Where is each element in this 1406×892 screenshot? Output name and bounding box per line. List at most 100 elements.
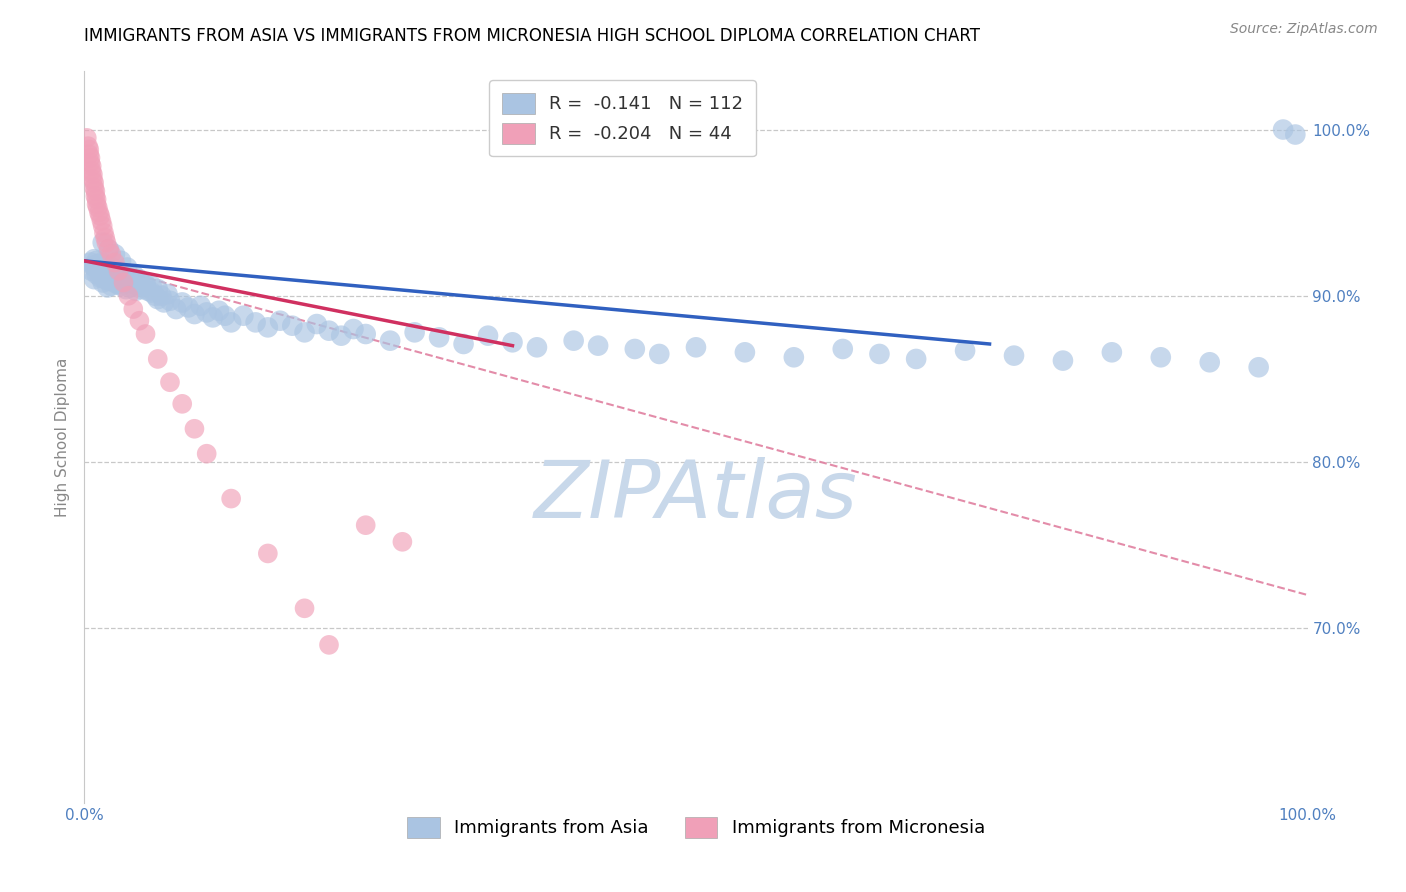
Point	[84, 260, 107, 275]
Point	[502, 335, 524, 350]
Point	[91, 219, 114, 233]
Point	[107, 264, 129, 278]
Point	[79, 151, 101, 165]
Point	[391, 534, 413, 549]
Point	[80, 159, 103, 173]
Point	[562, 334, 585, 348]
Point	[108, 267, 131, 281]
Point	[380, 334, 402, 348]
Point	[100, 260, 122, 275]
Point	[82, 168, 104, 182]
Point	[245, 315, 267, 329]
Point	[93, 226, 115, 240]
Point	[477, 328, 499, 343]
Point	[77, 143, 100, 157]
Point	[195, 305, 218, 319]
Point	[685, 340, 707, 354]
Point	[1272, 122, 1295, 136]
Point	[91, 268, 114, 283]
Point	[1002, 349, 1025, 363]
Point	[83, 272, 105, 286]
Point	[404, 326, 426, 340]
Point	[294, 601, 316, 615]
Y-axis label: High School Diploma: High School Diploma	[55, 358, 70, 516]
Point	[294, 326, 316, 340]
Point	[136, 284, 159, 298]
Point	[146, 351, 169, 366]
Point	[114, 268, 136, 283]
Point	[354, 518, 377, 533]
Legend: Immigrants from Asia, Immigrants from Micronesia: Immigrants from Asia, Immigrants from Mi…	[399, 810, 993, 845]
Point	[354, 326, 377, 341]
Point	[97, 242, 120, 256]
Point	[89, 270, 111, 285]
Point	[1284, 128, 1306, 142]
Point	[115, 276, 138, 290]
Point	[177, 301, 200, 315]
Point	[150, 289, 173, 303]
Point	[77, 139, 100, 153]
Point	[783, 351, 806, 365]
Text: IMMIGRANTS FROM ASIA VS IMMIGRANTS FROM MICRONESIA HIGH SCHOOL DIPLOMA CORRELATI: IMMIGRANTS FROM ASIA VS IMMIGRANTS FROM …	[84, 27, 980, 45]
Point	[84, 189, 107, 203]
Point	[76, 131, 98, 145]
Point	[122, 272, 145, 286]
Point	[586, 338, 609, 352]
Point	[100, 247, 122, 261]
Point	[87, 201, 110, 215]
Point	[1198, 355, 1220, 369]
Point	[97, 274, 120, 288]
Point	[112, 276, 135, 290]
Point	[135, 278, 157, 293]
Point	[87, 262, 110, 277]
Point	[79, 155, 101, 169]
Point	[110, 253, 132, 268]
Point	[427, 330, 450, 344]
Point	[100, 278, 122, 293]
Point	[91, 276, 114, 290]
Point	[90, 255, 112, 269]
Point	[96, 235, 118, 250]
Point	[122, 267, 145, 281]
Point	[183, 422, 205, 436]
Point	[831, 342, 853, 356]
Point	[96, 267, 118, 281]
Point	[127, 278, 149, 293]
Point	[96, 259, 118, 273]
Point	[281, 318, 304, 333]
Point	[159, 293, 181, 308]
Point	[103, 265, 125, 279]
Point	[94, 230, 117, 244]
Point	[624, 342, 647, 356]
Point	[172, 397, 194, 411]
Point	[159, 375, 181, 389]
Point	[86, 192, 108, 206]
Point	[82, 172, 104, 186]
Point	[84, 184, 107, 198]
Text: ZIPAtlas: ZIPAtlas	[534, 457, 858, 534]
Point	[83, 176, 105, 190]
Point	[80, 264, 103, 278]
Point	[190, 299, 212, 313]
Point	[79, 255, 101, 269]
Point	[124, 277, 146, 292]
Point	[257, 320, 280, 334]
Point	[105, 277, 128, 292]
Point	[104, 255, 127, 269]
Point	[77, 147, 100, 161]
Point	[526, 340, 548, 354]
Point	[91, 235, 114, 250]
Point	[342, 322, 364, 336]
Point	[94, 272, 117, 286]
Point	[117, 289, 139, 303]
Point	[105, 268, 128, 283]
Point	[648, 347, 671, 361]
Point	[172, 295, 194, 310]
Point	[87, 205, 110, 219]
Point	[97, 280, 120, 294]
Point	[195, 447, 218, 461]
Point	[93, 262, 115, 277]
Point	[86, 267, 108, 281]
Point	[87, 257, 110, 271]
Point	[219, 491, 242, 506]
